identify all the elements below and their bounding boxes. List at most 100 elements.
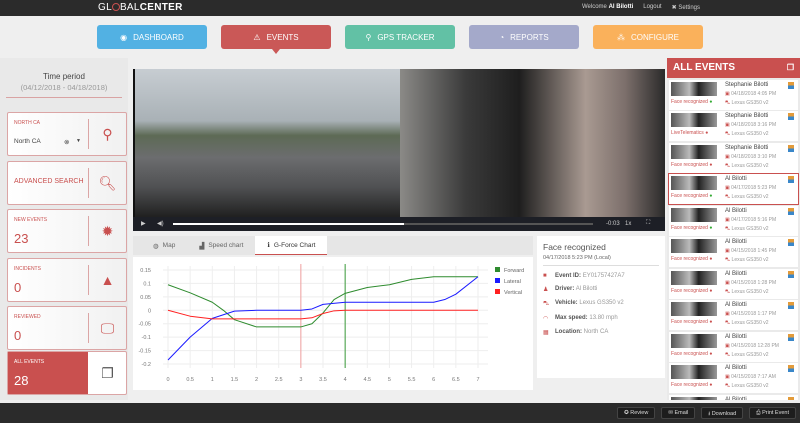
detail-row: ♟ Driver: Al Bilotti (543, 286, 659, 293)
review-label: Review (630, 410, 649, 416)
legend-swatch (495, 278, 500, 283)
status-dot-icon: ● (709, 224, 713, 231)
print-event-button[interactable]: ⎙ Print Event (749, 407, 796, 419)
all-events-card[interactable]: ALL EVENTS 28 ❐ (7, 351, 127, 395)
email-label: Email (674, 410, 689, 416)
time-period-label: Time period (43, 72, 85, 81)
detail-row: ■ Event ID: EY01757427A7 (543, 273, 659, 279)
playback-speed[interactable]: 1x (625, 221, 632, 227)
status-dot-icon: ● (709, 256, 713, 262)
x-tick-label: 3.5 (319, 377, 327, 383)
incidents-card[interactable]: INCIDENTS 0 ▲ (7, 258, 127, 302)
incidents-count: 0 (14, 280, 22, 295)
video-player[interactable]: ▶ ◀) -0:03 1x ⛶ (133, 69, 665, 231)
download-button[interactable]: ⭳ Download (701, 407, 744, 419)
email-button[interactable]: ✉ Email (661, 407, 696, 419)
map-pin-icon: ⚲ (365, 32, 372, 42)
event-thumbnail (671, 365, 717, 379)
detail-label: Max speed: (555, 315, 588, 321)
nav-dashboard[interactable]: ◉ DASHBOARD (97, 25, 207, 49)
event-item[interactable]: Face recognized ● Al Bilotti ▣ 04/15/201… (669, 300, 798, 330)
car-icon: ⛍ (725, 288, 731, 295)
detail-label: Event ID: (555, 273, 582, 279)
x-tick-label: 1.5 (231, 377, 239, 383)
info-icon: ℹ (267, 242, 270, 249)
event-thumbnail (671, 302, 717, 316)
reviewed-card[interactable]: REVIEWED 0 🖵︎ (7, 306, 127, 350)
region-select[interactable]: North CA ⊗ ▼ (14, 138, 84, 146)
advanced-search-button[interactable]: ADVANCED SEARCH 🔍︎ (7, 161, 127, 205)
globe-icon: ◍ (153, 242, 159, 250)
fullscreen-icon[interactable]: ⛶ (646, 220, 651, 226)
location-pin-icon[interactable]: ⚲ (102, 125, 113, 142)
event-thumbnail (671, 270, 717, 285)
event-item[interactable]: LiveTelematics ● Stephanie Bilotti ▣ 04/… (669, 111, 798, 141)
event-item[interactable]: Face recognized ● Al Bilotti ▣ 04/17/201… (668, 173, 799, 205)
expand-icon[interactable]: ❐ (786, 63, 794, 72)
driver-name: Stephanie Bilotti (725, 81, 769, 88)
play-icon[interactable]: ▶ (141, 221, 146, 227)
nav-reports[interactable]: ◔ REPORTS (469, 25, 579, 49)
all-events-label: ALL EVENTS (14, 359, 45, 365)
status-dot-icon: ● (709, 350, 713, 357)
event-item[interactable]: Face recognized ● Al Bilotti ▣ 04/15/201… (669, 268, 798, 299)
detail-value: Lexus GS350 v2 (579, 300, 624, 306)
series-line-lateral (167, 276, 479, 361)
tab-label: G-Force Chart (273, 241, 316, 249)
event-item[interactable]: Al Bilotti (669, 394, 798, 401)
x-tick-label: 3 (299, 377, 302, 383)
event-item[interactable]: Face recognized ● Al Bilotti ▣ 04/15/201… (669, 237, 798, 267)
nav-events[interactable]: ⚠ EVENTS (221, 25, 331, 54)
tab-label: Speed chart (208, 242, 244, 249)
y-tick-label: -0.2 (142, 362, 151, 368)
settings-link[interactable]: ✖ Settings (672, 4, 700, 11)
logout-link[interactable]: Logout (643, 4, 662, 10)
new-events-count: 23 (14, 231, 29, 246)
chevron-down-icon[interactable]: ▼ (76, 138, 81, 144)
event-thumbnail (671, 207, 717, 222)
folder-icon: ■ (543, 273, 547, 279)
tab-map[interactable]: ◍ Map (141, 236, 187, 255)
driver-avatar-icon (788, 302, 794, 309)
seek-bar[interactable] (173, 223, 593, 225)
review-button[interactable]: ✪ Review (617, 407, 656, 419)
chart-icon: ◔ (499, 32, 505, 42)
new-events-card[interactable]: NEW EVENTS 23 ✹ (7, 209, 127, 253)
event-date: ▣ 04/15/2018 7:17 AM (725, 374, 776, 380)
nav-configure[interactable]: ⁂ CONFIGURE (593, 25, 703, 49)
event-item[interactable]: Face recognized ● Al Bilotti ▣ 04/15/201… (669, 331, 798, 362)
calendar-icon: ▣ (725, 122, 730, 128)
event-date: ▣ 04/18/2018 3:16 PM (725, 122, 777, 128)
volume-icon[interactable]: ◀) (157, 221, 164, 227)
y-tick-label: 0.05 (140, 295, 151, 301)
event-title: Face recognized (543, 242, 606, 252)
driver-name: Al Bilotti (725, 239, 747, 245)
y-tick-label: 0 (148, 308, 151, 314)
time-period[interactable]: Time period (04/12/2018 - 04/18/2018) (6, 58, 122, 98)
event-date: ▣ 04/15/2018 12:28 PM (725, 342, 779, 349)
event-type: LiveTelematics ● (671, 130, 709, 136)
nav-gps-tracker[interactable]: ⚲ GPS TRACKER (345, 25, 455, 49)
tab-speed-chart[interactable]: ▟ Speed chart (187, 236, 255, 255)
event-vehicle: ⛍ Lexus GS350 v2 (725, 288, 769, 295)
events-list[interactable]: Face recognized ● Stephanie Bilotti ▣ 04… (667, 79, 800, 401)
region-value: North CA (14, 138, 41, 145)
driver-name: Al Bilotti (725, 176, 747, 182)
detail-label: Vehicle: (555, 300, 578, 306)
welcome-label: Welcome (582, 4, 607, 10)
driver-name: Al Bilotti (725, 396, 747, 401)
tab-g-force-chart[interactable]: ℹ G-Force Chart (255, 236, 328, 255)
clear-icon[interactable]: ⊗ (64, 139, 70, 146)
detail-row: ⛍ Vehicle: Lexus GS350 v2 (543, 300, 659, 308)
g-force-chart: 0 0.5 1 1.5 2 2.5 3 3.5 4 4.5 5 5.5 6 6.5 7 0.15 0.1 0.05… (133, 257, 533, 390)
region-filter[interactable]: NORTH CA North CA ⊗ ▼ ⚲ (7, 112, 127, 156)
calendar-icon: ▣ (725, 311, 730, 317)
event-item[interactable]: Face recognized ● Stephanie Bilotti ▣ 04… (669, 142, 798, 173)
region-label: NORTH CA (14, 120, 41, 126)
event-item[interactable]: Face recognized ● Al Bilotti ▣ 04/15/201… (669, 363, 798, 393)
event-item[interactable]: Face recognized ● Al Bilotti ▣ 04/17/201… (669, 205, 798, 236)
event-thumbnail (671, 113, 717, 127)
car-icon: ⛍ (725, 131, 731, 137)
event-item[interactable]: Face recognized ● Stephanie Bilotti ▣ 04… (669, 79, 798, 110)
chart-svg: 0 0.5 1 1.5 2 2.5 3 3.5 4 4.5 5 5.5 6 6.5 7 0.15 0.1 0.05… (138, 264, 524, 383)
